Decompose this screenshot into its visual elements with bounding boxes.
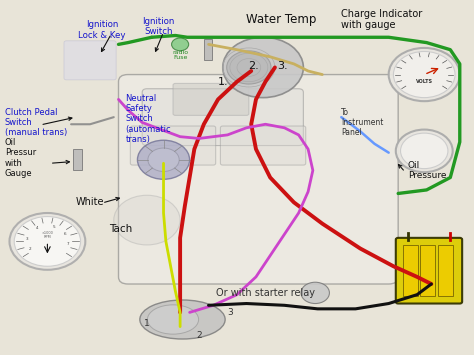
Text: Or with starter relay: Or with starter relay	[216, 288, 315, 298]
Circle shape	[9, 213, 85, 270]
Text: Neutral
Safety
Switch
(automatic
trans): Neutral Safety Switch (automatic trans)	[126, 94, 171, 144]
FancyBboxPatch shape	[118, 75, 398, 284]
FancyBboxPatch shape	[64, 41, 116, 80]
Text: 4: 4	[36, 226, 38, 230]
Text: 3: 3	[26, 237, 28, 241]
Text: 3: 3	[227, 308, 233, 317]
Text: 5: 5	[53, 225, 56, 229]
Text: radio
Fuse: radio Fuse	[172, 50, 188, 60]
Circle shape	[223, 37, 303, 98]
Circle shape	[389, 48, 460, 101]
Bar	[438, 245, 453, 296]
Text: 3.: 3.	[277, 61, 287, 71]
Text: Oil
Pressur
with
Gauge: Oil Pressur with Gauge	[5, 138, 36, 178]
Circle shape	[396, 130, 453, 172]
Ellipse shape	[147, 305, 199, 334]
Text: 2.: 2.	[248, 61, 259, 71]
Text: 2: 2	[28, 247, 31, 251]
Circle shape	[301, 282, 329, 304]
Text: ×1000
RPM: ×1000 RPM	[41, 231, 54, 240]
Text: Oil
Pressure: Oil Pressure	[408, 161, 446, 180]
Bar	[420, 245, 435, 296]
Circle shape	[401, 133, 448, 169]
Bar	[403, 245, 418, 296]
Text: 7: 7	[66, 242, 69, 246]
FancyBboxPatch shape	[173, 83, 249, 115]
Bar	[73, 149, 82, 170]
Text: Water Temp: Water Temp	[246, 13, 317, 26]
Text: 1.: 1.	[218, 77, 228, 87]
Bar	[204, 39, 212, 60]
Circle shape	[227, 51, 271, 84]
Circle shape	[14, 217, 81, 266]
FancyBboxPatch shape	[130, 126, 216, 165]
Ellipse shape	[140, 300, 225, 339]
Text: VOLTS: VOLTS	[416, 79, 433, 84]
Text: To
Instrument
Panel: To Instrument Panel	[341, 108, 383, 137]
Circle shape	[393, 51, 455, 98]
FancyBboxPatch shape	[142, 89, 303, 146]
Circle shape	[114, 195, 180, 245]
Text: 1: 1	[144, 318, 150, 328]
Text: Ignition
Lock & Key: Ignition Lock & Key	[78, 21, 126, 40]
Text: Clutch Pedal
Switch
(manual trans): Clutch Pedal Switch (manual trans)	[5, 108, 67, 137]
Text: Ignition
Switch: Ignition Switch	[143, 17, 175, 36]
FancyBboxPatch shape	[220, 126, 306, 165]
FancyBboxPatch shape	[396, 238, 462, 304]
Text: 2: 2	[196, 331, 202, 340]
Text: Charge Indicator
with gauge: Charge Indicator with gauge	[341, 9, 422, 30]
Text: Tach: Tach	[109, 224, 132, 234]
Text: White: White	[76, 197, 104, 207]
Circle shape	[137, 140, 190, 179]
Text: 6: 6	[64, 232, 66, 236]
Circle shape	[148, 148, 179, 171]
Circle shape	[172, 38, 189, 51]
